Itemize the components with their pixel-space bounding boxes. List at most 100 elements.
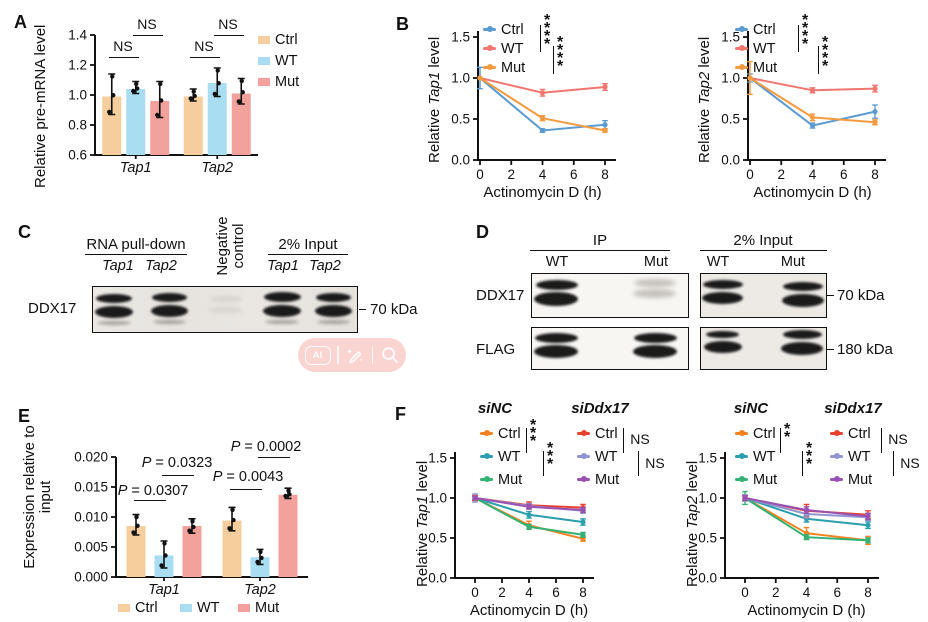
sig-line [109,57,139,58]
legend-item: WT [480,448,521,465]
svg-text:8: 8 [871,167,879,182]
legend-swatch [735,476,748,483]
legend-label: Mut [275,73,300,90]
blot-band [634,333,677,343]
sig-stars: *** [806,440,813,473]
blot-band [704,341,742,353]
legend-label: Ctrl [135,599,158,616]
panel-e: E Expression relative to input 0.000 0.00… [8,395,386,622]
legend-swatch [735,26,748,33]
legend-label: Mut [595,471,620,488]
sig-line [190,57,220,58]
legend-swatch [180,603,192,612]
svg-text:0.015: 0.015 [74,480,108,495]
b1-y-axis-label: Relative Tap1 level [426,36,443,163]
svg-text:0.0: 0.0 [698,571,717,586]
sig-line [134,500,166,501]
legend-label: WT [498,448,521,465]
svg-text:0.5: 0.5 [428,531,447,546]
blot-band [783,282,823,291]
svg-text:Tap2: Tap2 [201,160,233,176]
sig-stars: **** [557,34,564,75]
legend-label: Ctrl [753,21,776,38]
svg-text:0: 0 [746,167,754,182]
svg-text:4: 4 [525,585,533,600]
blot-band [316,293,351,302]
legend-item: Ctrl [480,426,521,442]
svg-text:0.0: 0.0 [428,571,447,586]
lane-label-tap2: Tap2 [145,258,177,274]
svg-text:0.010: 0.010 [74,510,108,525]
sig-bracket [526,428,527,453]
legend-label: Mut [255,599,280,616]
blot-band [209,296,243,302]
sig-ns: NS [900,455,920,471]
blot-band [152,293,187,302]
blot-band [97,321,131,325]
legend-swatch [118,603,130,612]
svg-text:2: 2 [777,167,785,182]
legend-swatch [830,453,843,460]
legend-swatch [735,430,748,437]
legend-item: WT [577,449,618,465]
blot-band [783,330,822,339]
svg-text:2: 2 [498,585,506,600]
p-value: P = 0.0002 [230,439,302,455]
ai-tools-popup[interactable]: AI [298,338,406,372]
blot-band [264,292,301,302]
blot-band [263,305,301,317]
svg-text:4: 4 [803,585,811,600]
legend-item-wt: WT [483,41,524,57]
legend-swatch [483,45,496,52]
sig-ns: NS [137,16,157,32]
svg-text:1.2: 1.2 [68,58,87,73]
legend-item-mut: Mut [735,60,777,76]
svg-text:0: 0 [471,585,479,600]
blot-band [703,280,743,289]
ai-assistant-icon[interactable]: AI [304,345,331,365]
svg-text:8: 8 [579,585,587,600]
svg-text:Actinomycin D (h): Actinomycin D (h) [483,184,601,201]
blot-band [96,294,132,303]
search-icon[interactable] [380,345,400,365]
panel-f-label: F [395,404,406,424]
svg-text:0.020: 0.020 [74,450,108,465]
legend-swatch [577,453,590,460]
svg-text:8: 8 [601,167,609,182]
legend-item-ctrl: Ctrl [483,22,524,38]
legend-item: WT [830,449,871,465]
blot-band [634,279,676,287]
panel-c: C RNA pull-down Tap1 Tap2 Negative contr… [8,210,443,392]
sig-bracket [818,46,819,74]
magic-pen-icon[interactable] [345,345,365,365]
marker-tick [827,295,834,296]
legend-label: Ctrl [595,425,618,442]
legend-swatch [480,430,493,437]
lane-label-mut: Mut [780,254,806,270]
group-underline [700,250,827,251]
legend-swatch [830,476,843,483]
sig-bracket [638,451,639,476]
blot-band [317,320,350,324]
panel-f-tap1-line-chart: 0.0 0.5 1.0 1.5 0 2 4 6 8 Actinomycin D (h) [428,451,594,619]
blot-ddx17-input [700,273,827,318]
sig-ns: NS [888,431,908,447]
sig-stars: *** [547,440,554,473]
legend-label: Mut [498,471,523,488]
svg-text:1.0: 1.0 [698,491,717,506]
group-underline [530,250,670,251]
b2-y-axis-label: Relative Tap2 level [696,36,713,163]
marker-tick [359,309,366,310]
blot-band [95,306,133,318]
divider [371,346,373,364]
legend-item: Mut [830,472,872,488]
sig-ns: NS [645,455,665,471]
legend-label: WT [197,599,220,616]
blot-band [265,320,299,324]
svg-text:6: 6 [570,167,578,182]
legend-item-wt: WT [258,53,298,69]
lane-label-wt: WT [545,254,569,270]
blot-band [702,292,743,304]
